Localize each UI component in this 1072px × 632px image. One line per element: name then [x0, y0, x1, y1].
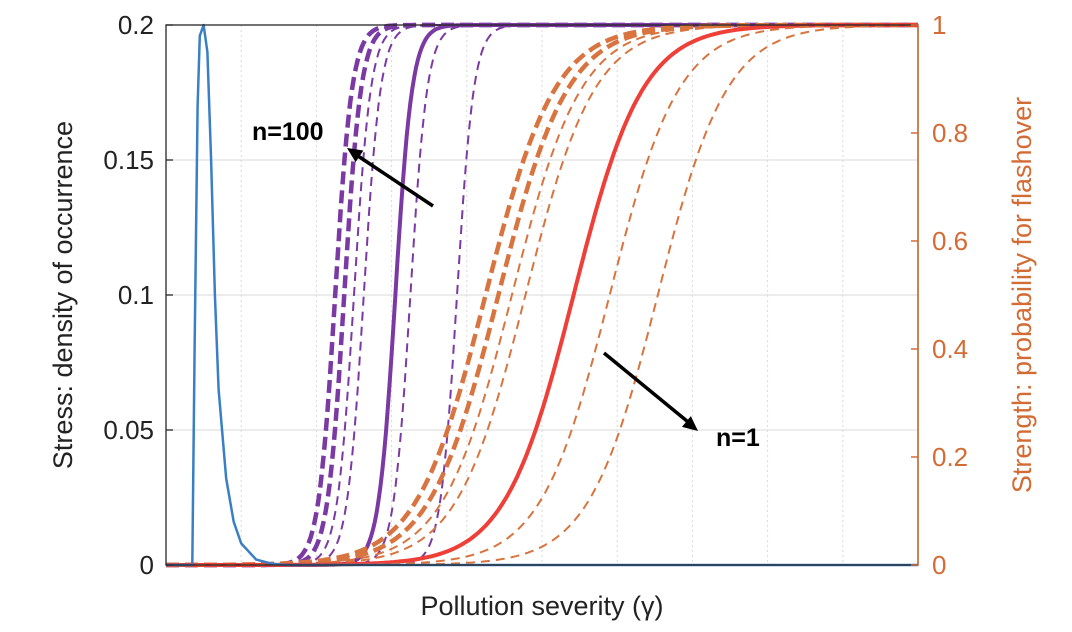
left-tick-label: 0.1 — [118, 280, 154, 310]
annotation-n1: n=1 — [716, 424, 760, 452]
right-tick-label: 1 — [932, 10, 946, 40]
arrow-n100 — [351, 150, 434, 208]
x-axis-label: Pollution severity (γ) — [420, 591, 663, 621]
right-tick-label: 0.2 — [932, 442, 968, 472]
left-tick-label: 0.2 — [118, 10, 154, 40]
arrow-n1 — [602, 351, 695, 428]
annotation-n100: n=100 — [252, 118, 324, 146]
arrowhead-n100 — [347, 148, 364, 163]
left-tick-label: 0.15 — [103, 145, 154, 175]
stress-curve — [166, 23, 918, 567]
left-tick-label: 0 — [140, 550, 154, 580]
left-tick-label: 0.05 — [103, 415, 154, 445]
right-tick-label: 0.6 — [932, 226, 968, 256]
right-tick-label: 0.4 — [932, 334, 968, 364]
right-tick-label: 0 — [932, 550, 946, 580]
arrowhead-n1 — [681, 416, 698, 431]
grid-lines — [166, 25, 918, 565]
ticks: 0 0.05 0.1 0.15 0.2 0 0.2 0.4 0.6 0.8 1 — [103, 10, 968, 580]
left-axis-label: Stress: density of occurrence — [48, 121, 78, 469]
right-axis-label: Strength: probability for flashover — [1007, 97, 1037, 493]
annotations: n=100 n=1 — [252, 118, 760, 452]
right-tick-label: 0.8 — [932, 118, 968, 148]
